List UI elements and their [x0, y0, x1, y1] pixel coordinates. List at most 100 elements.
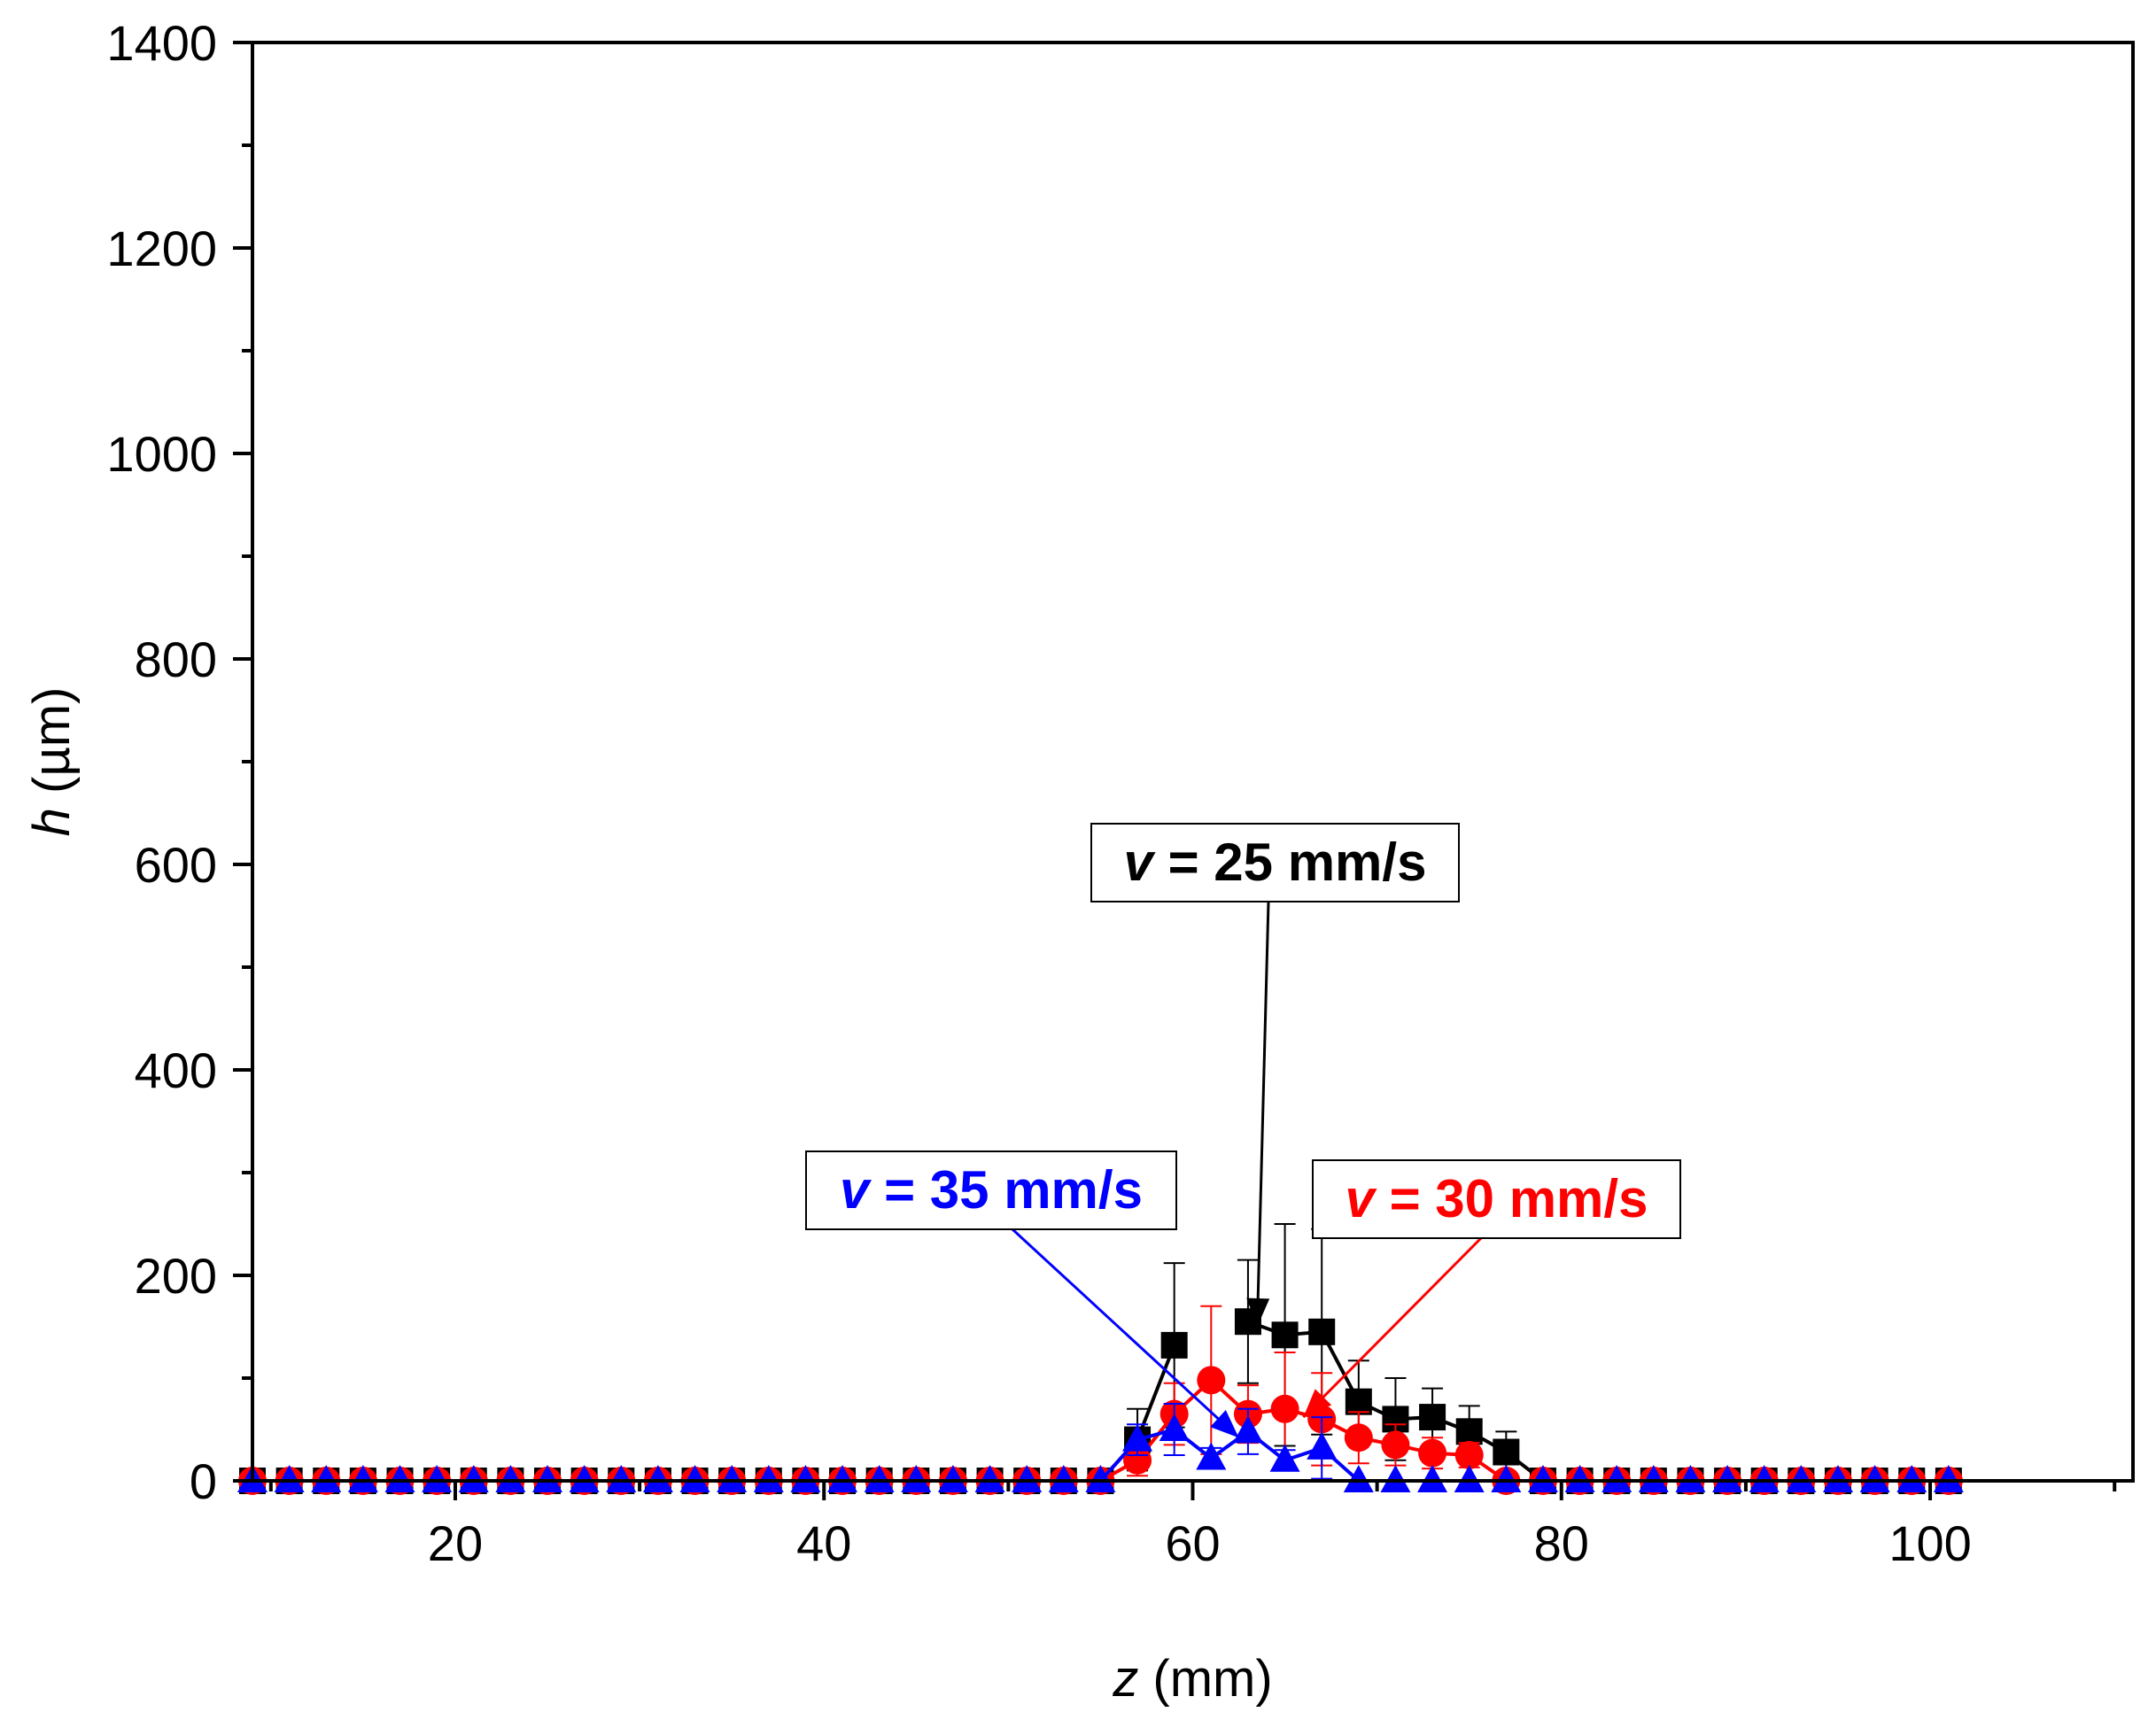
triangle-marker	[1159, 1414, 1190, 1441]
triangle-marker	[1601, 1465, 1633, 1492]
triangle-marker	[1122, 1423, 1153, 1452]
annotation-label: v = 30 mm/s	[1346, 1169, 1648, 1228]
triangle-marker	[1786, 1465, 1817, 1492]
triangle-marker	[753, 1465, 784, 1492]
y-axis-unit: (µm)	[23, 687, 81, 808]
triangle-marker	[1712, 1465, 1743, 1492]
circle-marker	[1197, 1366, 1226, 1395]
annotation-arrow-line	[1302, 1236, 1483, 1419]
y-tick-label: 1400	[106, 15, 217, 71]
x-axis-variable: z	[1112, 1650, 1138, 1708]
square-marker	[1493, 1438, 1520, 1466]
triangle-marker	[901, 1465, 932, 1492]
triangle-marker	[790, 1465, 821, 1492]
y-tick-label: 0	[190, 1453, 217, 1509]
x-axis-label: z (mm)	[1112, 1650, 1272, 1708]
annotation-label-value: = 35 mm/s	[869, 1160, 1143, 1220]
triangle-marker	[1933, 1465, 1964, 1492]
annotation-label-variable: v	[1124, 833, 1157, 892]
triangle-marker	[532, 1465, 563, 1492]
triangle-marker	[937, 1465, 968, 1492]
annotation-0: v = 25 mm/s	[1090, 823, 1460, 1328]
square-marker	[1160, 1331, 1188, 1359]
triangle-marker	[1048, 1465, 1079, 1492]
triangle-marker	[606, 1465, 637, 1492]
triangle-marker	[1343, 1465, 1374, 1492]
triangle-marker	[1012, 1465, 1043, 1492]
triangle-marker	[1417, 1465, 1448, 1492]
triangle-marker	[1196, 1442, 1227, 1470]
annotation-arrow-line	[1011, 1228, 1240, 1439]
x-tick-label: 20	[428, 1515, 483, 1571]
annotation-box	[805, 1150, 1177, 1230]
triangle-marker	[1491, 1465, 1522, 1492]
annotation-arrow-head	[1246, 1298, 1270, 1327]
annotation-label: v = 35 mm/s	[840, 1160, 1143, 1220]
y-tick-label: 1200	[106, 221, 217, 276]
triangle-marker	[1232, 1415, 1263, 1444]
annotation-arrow-line	[1255, 901, 1270, 1328]
triangle-marker	[458, 1465, 489, 1492]
triangle-marker	[1896, 1465, 1927, 1492]
triangle-marker	[495, 1465, 526, 1492]
annotation-label-variable: v	[840, 1160, 872, 1220]
triangle-marker	[974, 1465, 1005, 1492]
triangle-marker	[274, 1465, 305, 1492]
x-tick-label: 80	[1534, 1515, 1589, 1571]
triangle-marker	[1859, 1465, 1890, 1492]
triangle-marker	[1749, 1465, 1780, 1492]
annotation-label-variable: v	[1346, 1169, 1378, 1228]
circle-marker	[1123, 1445, 1152, 1475]
triangle-marker	[1675, 1465, 1706, 1492]
circle-marker	[1344, 1423, 1373, 1452]
square-marker	[1308, 1318, 1336, 1345]
square-marker	[1419, 1404, 1446, 1431]
triangle-marker	[827, 1465, 858, 1492]
y-tick-label: 600	[135, 837, 217, 893]
triangle-marker	[1638, 1465, 1669, 1492]
x-axis-unit: (mm)	[1138, 1650, 1272, 1708]
y-tick-label: 200	[135, 1248, 217, 1304]
y-tick-label: 400	[135, 1042, 217, 1098]
triangle-marker	[1454, 1465, 1485, 1492]
annotation-arrow-head	[1303, 1389, 1332, 1418]
triangle-marker	[384, 1465, 415, 1492]
annotation-arrow-head	[1210, 1410, 1239, 1438]
annotation-box	[1090, 823, 1460, 902]
annotation-box	[1312, 1159, 1681, 1239]
triangle-marker	[1564, 1465, 1595, 1492]
annotation-2: v = 35 mm/s	[805, 1150, 1240, 1439]
x-tick-label: 100	[1888, 1515, 1971, 1571]
annotation-1: v = 30 mm/s	[1302, 1159, 1681, 1419]
triangle-marker	[1822, 1465, 1853, 1492]
triangle-marker	[1269, 1444, 1300, 1472]
y-tick-label: 800	[135, 631, 217, 687]
x-tick-label: 40	[796, 1515, 851, 1571]
square-marker	[1345, 1388, 1372, 1415]
circle-marker	[1454, 1441, 1484, 1469]
triangle-marker	[717, 1465, 748, 1492]
annotation-label-value: = 25 mm/s	[1153, 833, 1427, 892]
triangle-marker	[311, 1465, 342, 1492]
triangle-marker	[1307, 1431, 1338, 1460]
triangle-marker	[679, 1465, 710, 1492]
y-axis-label: h (µm)	[23, 687, 81, 837]
triangle-marker	[347, 1465, 378, 1492]
triangle-marker	[1085, 1465, 1116, 1492]
y-axis-variable: h	[23, 808, 81, 836]
circle-marker	[1381, 1430, 1410, 1460]
annotation-label: v = 25 mm/s	[1124, 833, 1427, 892]
circle-marker	[1418, 1438, 1447, 1468]
triangle-marker	[1380, 1465, 1411, 1492]
square-marker	[1271, 1321, 1299, 1349]
annotations: v = 25 mm/sv = 30 mm/sv = 35 mm/s	[805, 823, 1681, 1439]
y-tick-label: 1000	[106, 426, 217, 482]
triangle-marker	[642, 1465, 673, 1492]
triangle-marker	[864, 1465, 895, 1492]
square-marker	[1455, 1418, 1483, 1445]
triangle-marker	[569, 1465, 600, 1492]
triangle-marker	[1527, 1465, 1558, 1492]
